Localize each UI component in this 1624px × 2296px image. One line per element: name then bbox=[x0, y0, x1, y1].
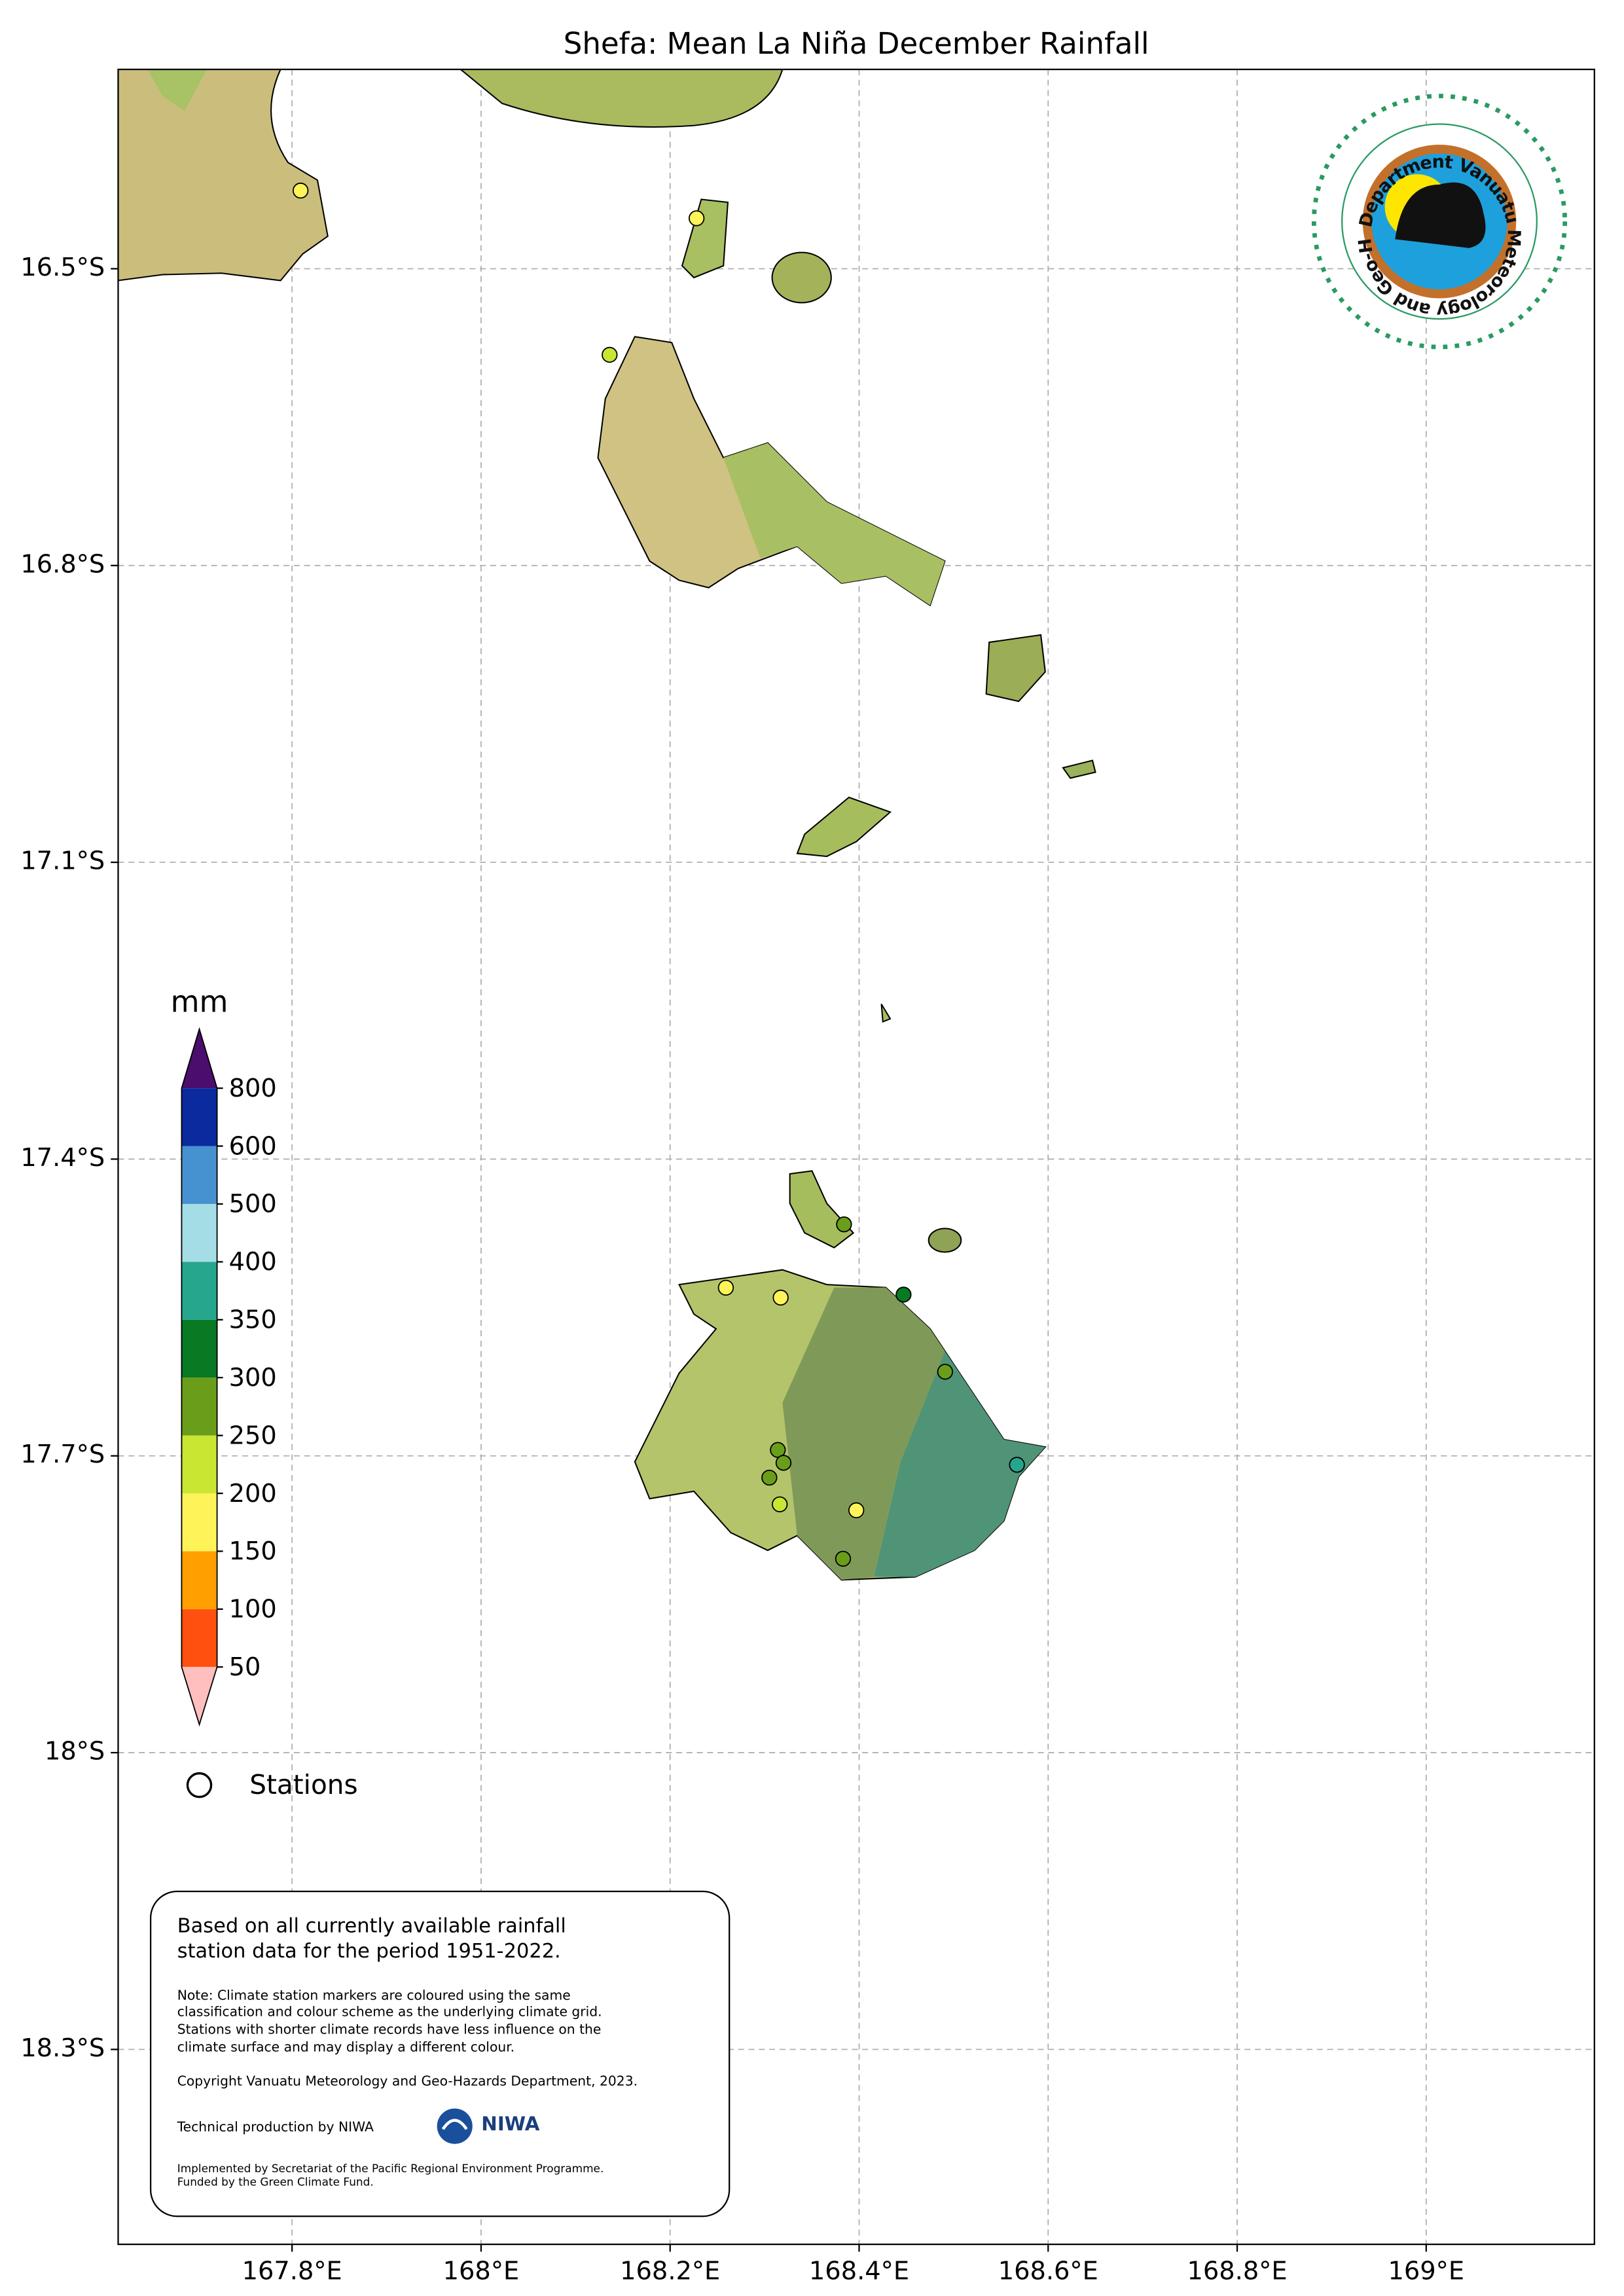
note: classification and colour scheme as the … bbox=[177, 2003, 602, 2019]
colorbar-segment bbox=[181, 1609, 217, 1667]
station bbox=[836, 1216, 852, 1233]
logo-cloud bbox=[1395, 182, 1486, 248]
info-box: Based on all currently available rainfal… bbox=[149, 1890, 731, 2217]
y-tick-label: 18°S bbox=[45, 1737, 105, 1766]
station bbox=[772, 1289, 789, 1306]
station bbox=[895, 1286, 912, 1303]
emao bbox=[928, 1228, 962, 1253]
summary: Based on all currently available rainfal… bbox=[177, 1915, 566, 1938]
station bbox=[688, 210, 705, 227]
islet bbox=[681, 198, 729, 279]
note: Stations with shorter climate records ha… bbox=[177, 2022, 602, 2037]
x-tick-label: 168.8°E bbox=[1187, 2256, 1287, 2286]
note: climate surface and may display a differ… bbox=[177, 2039, 514, 2055]
colorbar-segment bbox=[181, 1435, 217, 1494]
x-tick-label: 168.4°E bbox=[809, 2256, 909, 2286]
station-legend-label: Stations bbox=[249, 1769, 357, 1800]
colorbar-label: 350 bbox=[229, 1305, 277, 1335]
colorbar-segment bbox=[181, 1088, 217, 1146]
station bbox=[292, 182, 309, 199]
logo-wreath bbox=[1311, 94, 1568, 350]
colorbar: mm 50 100 150 200 250 300 350 400 500 600 800 bbox=[171, 985, 277, 1727]
colorbar-segment bbox=[181, 1551, 217, 1609]
colorbar-label: 200 bbox=[229, 1479, 277, 1508]
colorbar-segment bbox=[181, 1146, 217, 1204]
station bbox=[1009, 1457, 1025, 1473]
niwa-logo-text: NIWA bbox=[481, 2113, 539, 2135]
station bbox=[602, 346, 618, 363]
land bbox=[117, 68, 1096, 1581]
colorbar-label: 150 bbox=[229, 1537, 277, 1566]
colorbar-label: 800 bbox=[229, 1074, 277, 1103]
efate-mid bbox=[782, 1287, 945, 1580]
islet bbox=[880, 1004, 892, 1023]
y-tick-label: 18.3°S bbox=[20, 2033, 105, 2063]
funding: Implemented by Secretariat of the Pacifi… bbox=[177, 2162, 604, 2175]
copyright: Copyright Vanuatu Meteorology and Geo-Ha… bbox=[177, 2073, 638, 2088]
epi-wet bbox=[723, 443, 945, 606]
colorbar-label: 600 bbox=[229, 1131, 277, 1161]
colorbar-unit: mm bbox=[171, 985, 228, 1019]
stations bbox=[292, 182, 1025, 1567]
map-title: Shefa: Mean La Niña December Rainfall bbox=[564, 26, 1149, 61]
station bbox=[775, 1455, 792, 1471]
colorbar-segment bbox=[181, 1203, 217, 1262]
efate-east bbox=[874, 1351, 1045, 1577]
station bbox=[761, 1469, 778, 1486]
station bbox=[937, 1364, 954, 1380]
colorbar-segment bbox=[181, 1262, 217, 1320]
islet bbox=[1062, 759, 1096, 779]
production: Technical production by NIWA bbox=[177, 2119, 374, 2134]
niwa-logo-mark bbox=[437, 2108, 473, 2144]
ambrym bbox=[458, 68, 784, 128]
islet bbox=[771, 251, 832, 304]
y-tick-label: 17.7°S bbox=[20, 1440, 105, 1469]
colorbar-label: 500 bbox=[229, 1190, 277, 1219]
x-tick-label: 168.2°E bbox=[620, 2256, 720, 2286]
summary: station data for the period 1951-2022. bbox=[177, 1940, 561, 1963]
colorbar-label: 250 bbox=[229, 1421, 277, 1450]
funding: Funded by the Green Climate Fund. bbox=[177, 2175, 374, 2188]
note: Note: Climate station markers are colour… bbox=[177, 1988, 571, 2003]
station-legend-marker bbox=[186, 1772, 213, 1798]
niwa-logo-wave bbox=[441, 2119, 468, 2130]
malekula bbox=[117, 68, 329, 282]
x-tick-label: 167.8°E bbox=[242, 2256, 342, 2286]
ticks: 167.8°E 168°E 168.2°E 168.4°E 168.6°E 168.8°E… bbox=[20, 253, 1464, 2286]
malekula-wet bbox=[147, 69, 207, 111]
x-tick-label: 169°E bbox=[1388, 2256, 1465, 2286]
station bbox=[848, 1502, 865, 1519]
station bbox=[835, 1550, 852, 1567]
emae bbox=[796, 796, 892, 858]
y-tick-label: 17.1°S bbox=[20, 847, 105, 876]
x-tick-label: 168°E bbox=[443, 2256, 520, 2286]
station bbox=[772, 1496, 788, 1512]
y-tick-label: 16.5°S bbox=[20, 253, 105, 282]
colorbar-label: 400 bbox=[229, 1247, 277, 1277]
tongoa bbox=[985, 634, 1046, 702]
station bbox=[717, 1279, 734, 1296]
colorbar-segment bbox=[181, 1377, 217, 1436]
info-box-frame bbox=[149, 1890, 731, 2217]
colorbar-label: 100 bbox=[229, 1595, 277, 1624]
colorbar-under bbox=[181, 1667, 217, 1725]
colorbar-label: 300 bbox=[229, 1363, 277, 1393]
frame bbox=[117, 68, 1595, 2246]
colorbar-label: 50 bbox=[229, 1652, 261, 1682]
colorbar-segment bbox=[181, 1493, 217, 1552]
y-tick-label: 16.8°S bbox=[20, 549, 105, 579]
colorbar-over bbox=[181, 1029, 217, 1089]
colorbar-segment bbox=[181, 1319, 217, 1378]
x-tick-label: 168.6°E bbox=[998, 2256, 1098, 2286]
y-tick-label: 17.4°S bbox=[20, 1143, 105, 1173]
